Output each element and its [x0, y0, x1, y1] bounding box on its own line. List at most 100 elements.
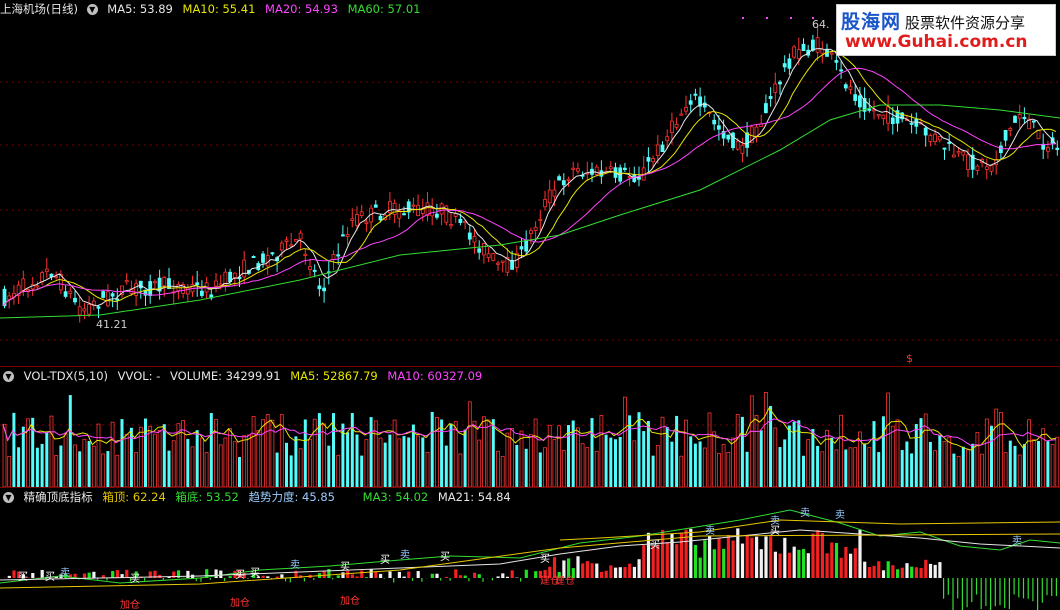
volume-bar: [124, 434, 129, 487]
candle: [449, 213, 453, 230]
dividend-marker[interactable]: $: [906, 352, 913, 365]
indicator-bar: [769, 536, 773, 578]
candle: [543, 190, 547, 211]
buy-signal: 买: [650, 539, 660, 551]
volume-bar: [152, 433, 157, 487]
volume-bar: [834, 449, 839, 487]
volume-bar: [411, 424, 415, 487]
volume-bar: [830, 437, 834, 487]
indicator-bar: [999, 578, 1001, 606]
candle: [665, 129, 670, 149]
chevron-down-icon[interactable]: ▼: [86, 4, 98, 15]
volume-bar: [651, 455, 655, 487]
chevron-down-icon[interactable]: ▼: [3, 492, 14, 503]
volume-bar: [275, 452, 279, 487]
indicator-bar: [285, 578, 287, 582]
candle: [801, 38, 806, 52]
volume-bar: [618, 436, 622, 487]
ma21-line: [0, 529, 1060, 581]
volume-bar: [82, 438, 87, 487]
candle: [585, 161, 590, 181]
buy-signal: 买: [45, 571, 55, 583]
candle: [397, 203, 402, 228]
indicator-bar: [421, 578, 423, 582]
volume-bar: [735, 414, 740, 487]
candlestick-chart[interactable]: [0, 0, 1060, 366]
buy-signal: 买: [340, 561, 350, 573]
volume-bar: [1041, 428, 1046, 487]
indicator-bar: [740, 543, 745, 578]
candles: [2, 26, 1060, 323]
volume-bar: [787, 425, 791, 487]
volume-bar: [148, 425, 153, 487]
candle: [317, 277, 322, 297]
volume-bar: [481, 416, 486, 487]
chevron-down-icon[interactable]: ▼: [3, 371, 14, 382]
volume-pane[interactable]: ▼ VOL-TDX(5,10) VVOL: - VOLUME: 34299.91…: [0, 367, 1060, 487]
indicator-bar: [92, 571, 96, 578]
indicator-bar: [590, 563, 594, 578]
candle: [467, 224, 472, 246]
indicator-bar: [261, 575, 265, 578]
candle: [961, 150, 966, 162]
indicator-bar: [900, 567, 904, 578]
indicator-bar: [505, 576, 510, 578]
volume-bar: [449, 423, 453, 487]
indicator-bar: [397, 571, 401, 578]
ma60-value: MA60: 57.01: [347, 2, 421, 16]
volume-bar: [350, 413, 354, 487]
volume-bar: [585, 447, 590, 487]
volume-bar: [167, 450, 171, 487]
volume-bar: [373, 420, 378, 487]
volume-bar: [1008, 440, 1012, 487]
indicator-bar: [322, 570, 326, 578]
volume-bar: [561, 450, 566, 487]
indicator-bar: [172, 571, 176, 578]
volume-bar: [1037, 440, 1040, 487]
volume-bar: [684, 419, 688, 487]
indicator-bar: [120, 574, 124, 578]
indicator-bar: [543, 570, 547, 578]
candle: [820, 41, 825, 64]
price-chart-pane[interactable]: 上海机场(日线) ▼ MA5: 53.89 MA10: 55.41 MA20: …: [0, 0, 1060, 366]
volume-bar: [472, 420, 477, 487]
pane-divider[interactable]: [0, 366, 1060, 367]
indicator-bar: [228, 576, 232, 578]
indicator-bar: [111, 571, 115, 578]
candle: [853, 84, 858, 106]
volume-bar: [754, 415, 759, 487]
volume-bar: [312, 418, 317, 487]
volume-bar: [839, 414, 843, 487]
candle: [232, 272, 237, 287]
candle: [298, 230, 303, 250]
volume-bar: [246, 434, 251, 487]
volume-bar: [1027, 419, 1031, 487]
candle: [759, 114, 764, 127]
indicator-bar: [125, 569, 129, 578]
indicator-bar: [557, 571, 561, 578]
volume-bar: [444, 445, 448, 487]
candle: [312, 264, 317, 278]
volume-bar: [632, 440, 637, 487]
buy-signal: 买: [440, 551, 450, 563]
volume-bar: [670, 441, 674, 487]
buy-signal: 买: [18, 571, 28, 583]
indicator-bar: [379, 573, 383, 578]
volume-bar: [543, 447, 547, 487]
indicator-bar: [7, 575, 11, 578]
indicator-bar: [355, 576, 359, 578]
buy-signal: 买: [540, 553, 550, 565]
candle: [524, 230, 529, 255]
volume-bar: [294, 436, 298, 487]
indicator-bar: [877, 561, 881, 578]
volume-bar: [749, 395, 754, 487]
volume-bar: [327, 445, 331, 487]
volume-bar: [430, 411, 434, 487]
indicator-bar: [186, 570, 190, 578]
indicator-pane[interactable]: ▼ 精确顶底指标 箱顶: 62.24 箱底: 53.52 趋势力度: 45.85…: [0, 488, 1060, 610]
indicator-bar: [708, 536, 712, 578]
indicator-bar: [294, 570, 298, 578]
pane-divider[interactable]: [0, 487, 1060, 488]
volume-bar: [2, 423, 7, 487]
volume-bar: [364, 439, 369, 487]
